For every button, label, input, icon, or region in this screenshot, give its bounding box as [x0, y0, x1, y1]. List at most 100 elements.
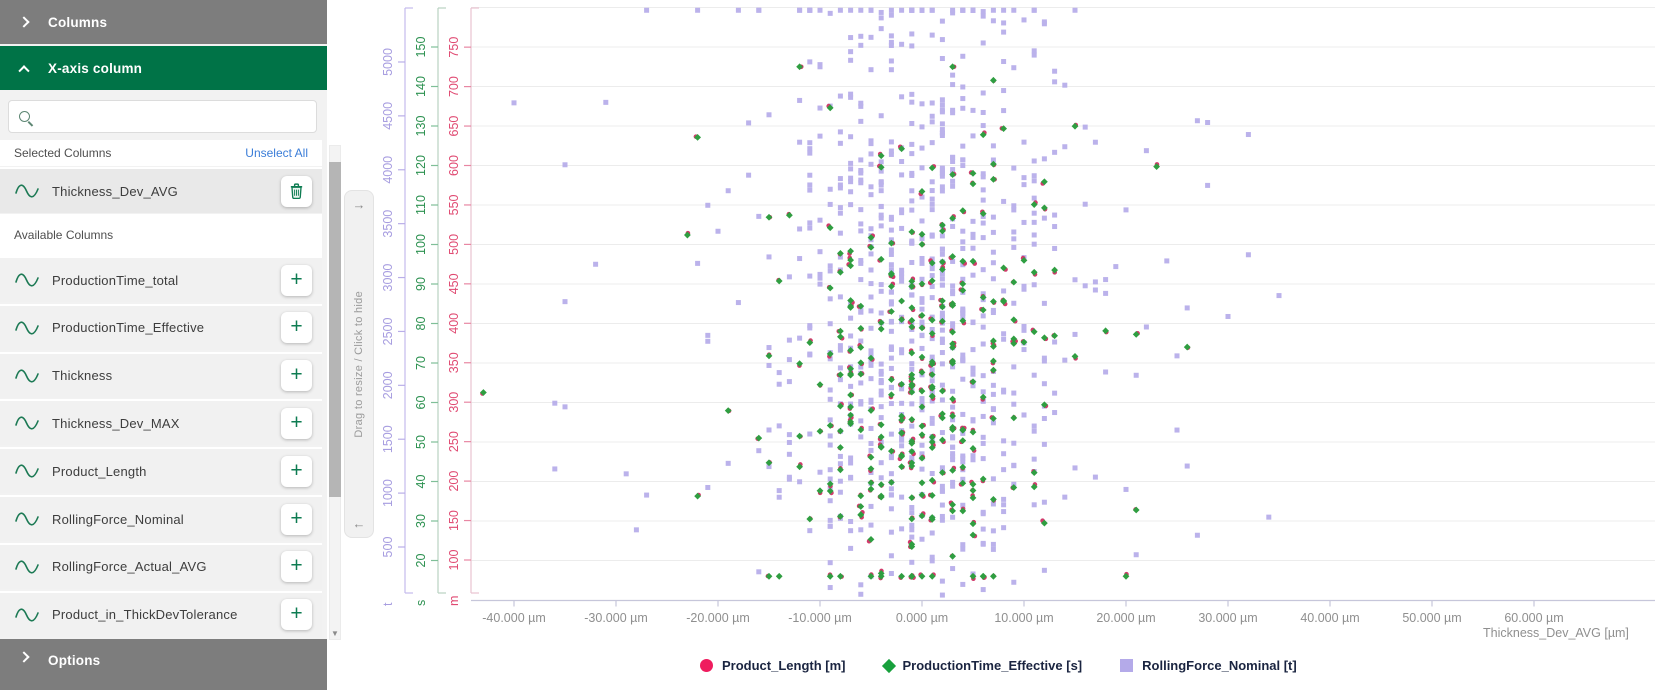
svg-text:700: 700 [447, 76, 461, 97]
svg-text:4500: 4500 [381, 102, 395, 130]
remove-column-button[interactable] [281, 175, 312, 207]
section-xaxis-label: X-axis column [48, 60, 143, 76]
section-columns-label: Columns [48, 14, 108, 30]
column-label: ProductionTime_total [52, 272, 179, 288]
svg-text:750: 750 [447, 37, 461, 58]
square-marker-icon [1120, 659, 1134, 672]
plus-icon: + [290, 267, 303, 291]
section-header-columns[interactable]: Columns [0, 0, 327, 44]
svg-text:3000: 3000 [381, 264, 395, 292]
selected-columns-header: Selected Columns Unselect All [0, 140, 322, 166]
column-list-item[interactable]: Thickness + [0, 351, 322, 398]
svg-text:140: 140 [414, 76, 428, 97]
add-column-button[interactable]: + [281, 455, 312, 487]
search-box [8, 100, 317, 133]
svg-text:550: 550 [447, 194, 461, 215]
series-RollingForce_Nominal [511, 7, 1282, 598]
gridlines [471, 7, 1655, 561]
svg-text:20.000 µm: 20.000 µm [1096, 611, 1155, 625]
svg-text:2500: 2500 [381, 317, 395, 345]
legend-item[interactable]: RollingForce_Nominal [t] [1120, 658, 1297, 673]
y-axis-Product_Length: 100 150 200 250 300 350 400 450 500 550 600 650 700 7… [447, 7, 479, 606]
x-axis-title: Thickness_Dev_AVG [µm] [1483, 626, 1629, 640]
svg-text:0.000 µm: 0.000 µm [896, 611, 948, 625]
legend-label: ProductionTime_Effective [s] [902, 658, 1083, 673]
svg-text:30.000 µm: 30.000 µm [1198, 611, 1257, 625]
column-label: Thickness_Dev_MAX [52, 415, 180, 431]
add-column-button[interactable]: + [281, 360, 312, 392]
column-list-item[interactable]: RollingForce_Actual_AVG + [0, 542, 322, 589]
svg-text:150: 150 [414, 37, 428, 58]
legend-item[interactable]: ProductionTime_Effective [s] [881, 658, 1083, 673]
column-label: Product_in_ThickDevTolerance [52, 607, 238, 623]
circle-marker-icon [700, 659, 713, 672]
column-list-item[interactable]: RollingForce_Nominal + [0, 495, 322, 541]
svg-text:30: 30 [414, 514, 428, 528]
svg-text:40.000 µm: 40.000 µm [1300, 611, 1359, 625]
series-ProductionTime_Effective [480, 63, 1191, 580]
column-signal-icon [14, 556, 40, 578]
svg-text:-20.000 µm: -20.000 µm [686, 611, 749, 625]
plus-icon: + [290, 410, 303, 434]
svg-text:50: 50 [414, 435, 428, 449]
column-list-item[interactable]: ProductionTime_Effective + [0, 303, 322, 350]
sidebar-scrollbar-thumb[interactable] [329, 162, 341, 497]
add-column-button[interactable]: + [281, 551, 312, 583]
svg-text:20: 20 [414, 554, 428, 568]
svg-text:40: 40 [414, 475, 428, 489]
svg-text:2000: 2000 [381, 371, 395, 399]
plus-icon: + [290, 315, 303, 339]
column-list-item[interactable]: ProductionTime_total + [0, 256, 322, 302]
svg-text:s: s [414, 600, 428, 606]
column-label: RollingForce_Nominal [52, 511, 184, 527]
svg-text:250: 250 [447, 431, 461, 452]
svg-text:5000: 5000 [381, 48, 395, 76]
add-column-button[interactable]: + [281, 599, 312, 631]
column-signal-icon [14, 317, 40, 339]
column-label: Thickness [52, 368, 113, 384]
available-columns-label: Available Columns [14, 228, 114, 242]
svg-text:600: 600 [447, 155, 461, 176]
arrow-right-icon[interactable]: → [352, 197, 366, 212]
legend-label: RollingForce_Nominal [t] [1142, 658, 1297, 673]
add-column-button[interactable]: + [281, 312, 312, 344]
svg-text:m: m [447, 596, 461, 606]
diamond-marker-icon [881, 658, 896, 673]
svg-text:10.000 µm: 10.000 µm [994, 611, 1053, 625]
column-list-item[interactable]: Thickness_Dev_AVG [0, 167, 322, 213]
resize-divider[interactable]: → Drag to resize / Click to hide ← [344, 190, 374, 538]
search-icon [19, 111, 30, 122]
plus-icon: + [290, 363, 303, 387]
svg-text:4000: 4000 [381, 156, 395, 184]
svg-text:500: 500 [381, 537, 395, 558]
add-column-button[interactable]: + [281, 407, 312, 439]
search-input[interactable] [38, 109, 288, 124]
column-signal-icon [14, 508, 40, 530]
section-header-options[interactable]: Options [0, 639, 327, 690]
plus-icon: + [290, 602, 303, 626]
svg-text:100: 100 [414, 234, 428, 255]
legend-item[interactable]: Product_Length [m] [700, 658, 846, 673]
add-column-button[interactable]: + [281, 503, 312, 535]
add-column-button[interactable]: + [281, 264, 312, 296]
column-list-item[interactable]: Thickness_Dev_MAX + [0, 399, 322, 446]
column-list-item[interactable]: Product_Length + [0, 447, 322, 494]
unselect-all-link[interactable]: Unselect All [245, 146, 308, 160]
column-signal-icon [14, 604, 40, 626]
arrow-left-icon[interactable]: ← [352, 516, 366, 531]
scroll-down-icon[interactable]: ▼ [331, 629, 339, 638]
svg-text:500: 500 [447, 234, 461, 255]
y-axis-RollingForce_Nominal: 500 1000 1500 2000 2500 3000 3500 4000 4500 5000 t [381, 7, 413, 606]
svg-text:130: 130 [414, 116, 428, 137]
svg-text:110: 110 [414, 195, 428, 215]
section-header-xaxis-column[interactable]: X-axis column [0, 46, 327, 90]
column-list-item[interactable]: Product_in_ThickDevTolerance + [0, 590, 322, 637]
column-signal-icon [14, 269, 40, 291]
column-signal-icon [14, 365, 40, 387]
svg-text:1000: 1000 [381, 479, 395, 507]
svg-text:90: 90 [414, 277, 428, 291]
svg-text:350: 350 [447, 352, 461, 373]
svg-text:200: 200 [447, 471, 461, 492]
x-axis: -40.000 µm -30.000 µm -20.000 µm -10.000 µm… [471, 599, 1655, 625]
